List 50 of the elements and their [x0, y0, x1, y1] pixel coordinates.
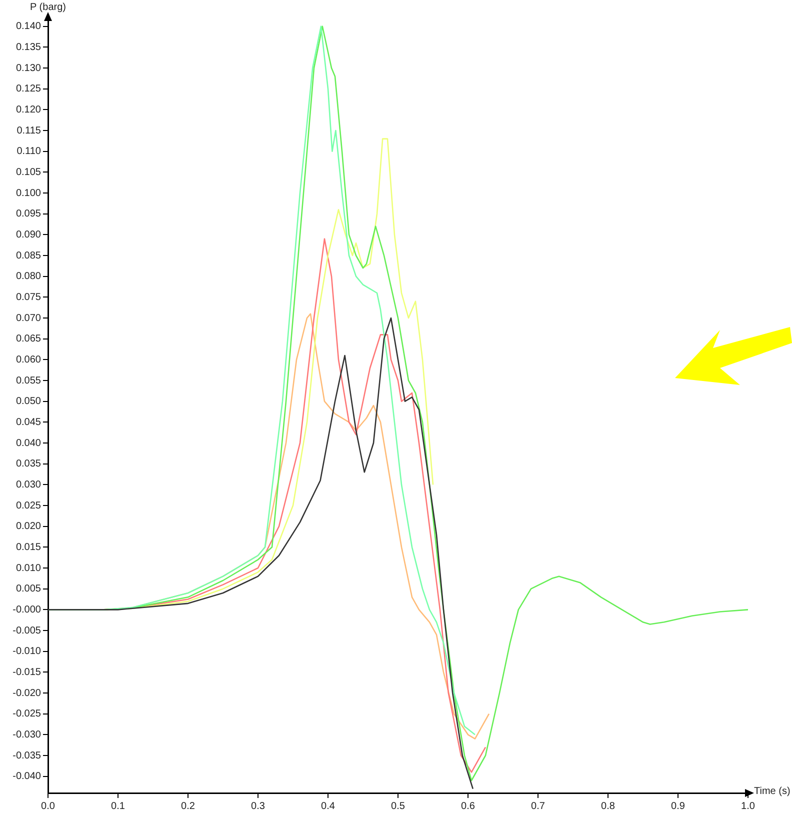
y-tick-label: 0.115	[16, 125, 42, 136]
y-tick-label: 0.065	[16, 334, 42, 345]
x-tick-label: 0.2	[181, 800, 196, 812]
y-tick-label: 0.030	[16, 479, 42, 490]
y-tick-label: -0.030	[12, 729, 42, 740]
x-tick-label: 0.7	[531, 800, 546, 812]
x-tick-label: 0.0	[41, 800, 56, 812]
y-tick-label: 0.125	[16, 84, 42, 95]
x-tick-label: 0.6	[461, 800, 476, 812]
x-axis-title: Time (s)	[754, 786, 790, 797]
y-tick-label: 0.010	[16, 562, 42, 574]
y-tick-label: -0.015	[12, 666, 42, 678]
x-tick-label: 0.9	[671, 800, 686, 812]
y-tick-label: 0.135	[16, 42, 42, 53]
y-tick-label: 0.095	[16, 208, 42, 220]
x-tick-label: 0.3	[251, 800, 266, 812]
x-tick-label: 0.1	[111, 800, 126, 812]
y-tick-label: 0.040	[16, 438, 42, 449]
y-tick-label: -0.005	[12, 625, 42, 636]
y-tick-label: 0.015	[16, 542, 42, 553]
y-tick-label: 0.045	[16, 416, 42, 428]
y-tick-label: -0.025	[12, 708, 42, 720]
x-tick-label: 1.0	[741, 800, 756, 812]
y-tick-label: 0.050	[16, 396, 42, 408]
y-tick-label: -0.040	[12, 771, 42, 782]
y-tick-label: 0.080	[16, 271, 42, 282]
x-tick-label: 0.5	[391, 800, 406, 812]
y-tick-label: 0.130	[16, 62, 42, 74]
y-tick-label: 0.035	[16, 458, 42, 470]
x-tick-label: 0.8	[601, 800, 616, 812]
y-tick-label: 0.110	[16, 146, 42, 158]
y-tick-label: 0.100	[16, 188, 42, 199]
y-tick-label: -0.035	[12, 750, 42, 762]
y-tick-label: 0.140	[16, 21, 42, 32]
y-tick-label: 0.055	[16, 375, 42, 386]
y-tick-label: -0.010	[12, 646, 42, 658]
y-axis-title: P (barg)	[30, 2, 66, 13]
y-tick-label: 0.060	[16, 354, 42, 366]
y-tick-label: 0.105	[16, 166, 42, 178]
y-tick-label: 0.090	[16, 229, 42, 240]
y-tick-label: -0.020	[12, 688, 42, 699]
y-tick-label: 0.075	[16, 292, 42, 303]
y-tick-label: -0.000	[12, 604, 42, 616]
y-tick-label: 0.020	[16, 521, 42, 532]
y-tick-label: 0.070	[16, 312, 42, 324]
x-tick-label: 0.4	[321, 800, 336, 812]
y-tick-label: 0.025	[16, 500, 42, 512]
y-tick-label: 0.085	[16, 250, 42, 262]
y-tick-label: 0.120	[16, 104, 42, 116]
y-tick-label: 0.005	[16, 584, 42, 595]
